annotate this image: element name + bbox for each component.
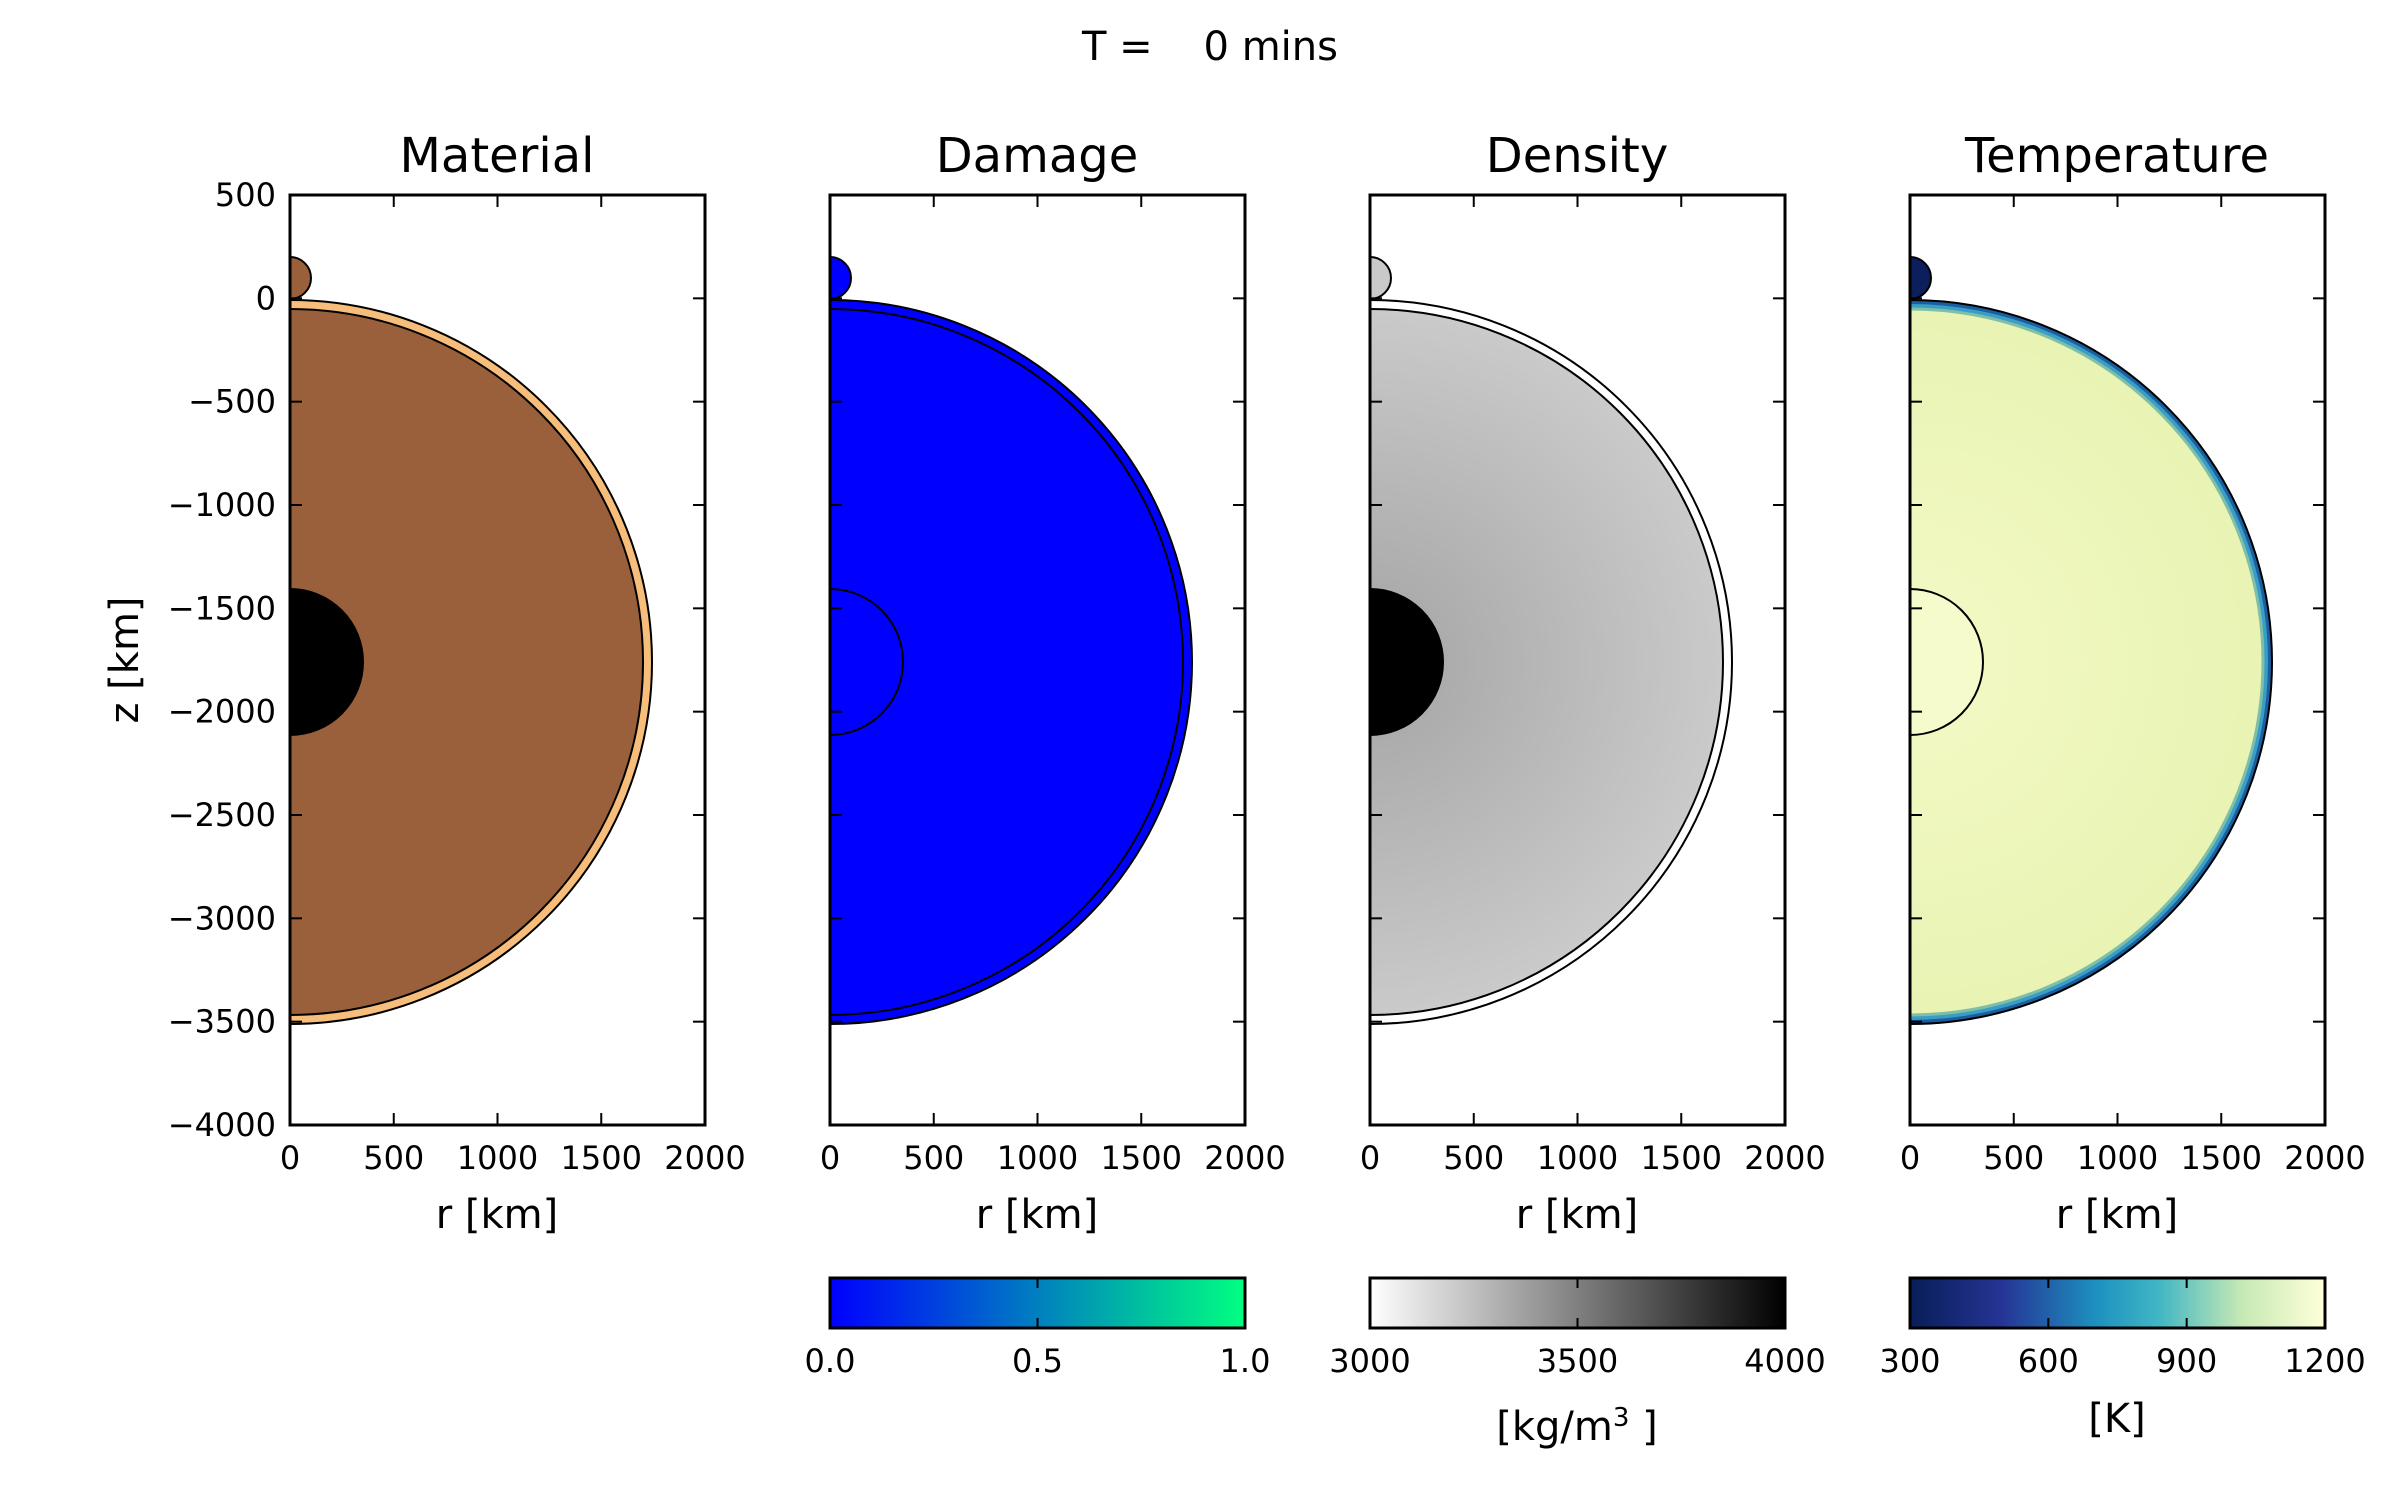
x-axis-label-material: r [km] — [436, 1192, 559, 1238]
panel-damage: Damage 0 500 1000 1500 2000 r [km] 0.0 0.5 1.0 — [805, 128, 1286, 1380]
x-ticks-material: 0 500 1000 1500 2000 — [280, 195, 746, 1177]
colorbar-label-density: [kg/m3 ] — [1496, 1403, 1657, 1450]
y-axis-label: z [km] — [102, 596, 148, 723]
colorbar-tick-label: 300 — [1879, 1342, 1940, 1380]
y-ticks-temperature — [1910, 194, 2325, 1126]
x-tick-label: 1500 — [1641, 1139, 1722, 1177]
x-tick-label: 500 — [1443, 1139, 1504, 1177]
panel-title-density: Density — [1486, 128, 1668, 184]
density-mantle — [1370, 308, 1724, 1016]
y-ticks-material: 500 0 −500 −1000 −1500 −2000 −2500 −3000 −3500 −4… — [168, 176, 705, 1144]
colorbar-label-temperature: [K] — [2088, 1396, 2145, 1442]
y-tick-label: −4000 — [168, 1106, 276, 1144]
colorbar-ticks-temperature: 300 600 900 1200 — [1879, 1278, 2366, 1380]
y-tick-label: −500 — [188, 383, 276, 421]
y-tick-label: −3500 — [168, 1003, 276, 1041]
damage-field — [830, 256, 1193, 1025]
colorbar-tick-label: 0.0 — [805, 1342, 856, 1380]
panel-density: Density 0 500 1000 1500 2000 r [km] 3000 3500… — [1329, 128, 1826, 1450]
x-axis-label-density: r [km] — [1516, 1192, 1639, 1238]
x-tick-label: 2000 — [1744, 1139, 1825, 1177]
y-tick-label: 0 — [256, 279, 276, 317]
material-core — [290, 588, 364, 736]
x-tick-label: 1000 — [1537, 1139, 1618, 1177]
y-tick-label: −1500 — [168, 589, 276, 627]
colorbar-tick-label: 0.5 — [1012, 1342, 1063, 1380]
damage-core-boundary — [830, 588, 904, 736]
y-tick-label: −3000 — [168, 899, 276, 937]
figure-title: T = 0 mins — [1081, 24, 1338, 70]
x-tick-label: 0 — [1900, 1139, 1920, 1177]
x-ticks-damage: 0 500 1000 1500 2000 — [820, 195, 1286, 1177]
colorbar-tick-label: 1200 — [2284, 1342, 2365, 1380]
y-ticks-density — [1370, 194, 1785, 1126]
colorbar-tick-label: 3500 — [1537, 1342, 1618, 1380]
temperature-impactor — [1910, 256, 1932, 300]
y-tick-label: 500 — [215, 176, 276, 214]
x-tick-label: 0 — [820, 1139, 840, 1177]
x-tick-label: 2000 — [1204, 1139, 1285, 1177]
x-tick-label: 2000 — [664, 1139, 745, 1177]
x-tick-label: 0 — [280, 1139, 300, 1177]
panel-title-temperature: Temperature — [1964, 128, 2269, 184]
damage-impactor — [830, 256, 852, 300]
colorbar-tick-label: 1.0 — [1220, 1342, 1271, 1380]
x-axis-label-temperature: r [km] — [2056, 1192, 2179, 1238]
material-field — [290, 256, 653, 1025]
x-tick-label: 0 — [1360, 1139, 1380, 1177]
colorbar-tick-label: 3000 — [1329, 1342, 1410, 1380]
x-ticks-temperature: 0 500 1000 1500 2000 — [1900, 195, 2366, 1177]
panel-material: Material 0 500 1000 1500 2000 500 0 −500 −1000 −… — [102, 128, 746, 1238]
temperature-interior — [1910, 307, 2265, 1017]
colorbar-tick-label: 4000 — [1744, 1342, 1825, 1380]
x-tick-label: 500 — [363, 1139, 424, 1177]
colorbar-label-density-end: ] — [1629, 1404, 1657, 1450]
y-tick-label: −1000 — [168, 486, 276, 524]
x-axis-label-damage: r [km] — [976, 1192, 1099, 1238]
temperature-core — [1910, 588, 1984, 736]
x-tick-label: 2000 — [2284, 1139, 2365, 1177]
material-impactor — [290, 256, 312, 300]
colorbar-label-density-sup: 3 — [1613, 1403, 1630, 1433]
y-ticks-damage — [830, 194, 1245, 1126]
x-tick-label: 1500 — [2181, 1139, 2262, 1177]
panel-temperature: Temperature 0 500 1000 1500 2000 r [km] 300 6… — [1879, 128, 2366, 1442]
density-field — [1370, 256, 1733, 1025]
x-tick-label: 1500 — [1101, 1139, 1182, 1177]
colorbar-ticks-damage: 0.0 0.5 1.0 — [805, 1278, 1271, 1380]
colorbar-tick-label: 900 — [2156, 1342, 2217, 1380]
colorbar-temperature — [1908, 1276, 2327, 1330]
x-tick-label: 500 — [1983, 1139, 2044, 1177]
panel-title-damage: Damage — [936, 128, 1139, 184]
x-tick-label: 1000 — [457, 1139, 538, 1177]
y-tick-label: −2500 — [168, 796, 276, 834]
damage-crust-boundary — [830, 308, 1184, 1016]
x-tick-label: 1000 — [997, 1139, 1078, 1177]
material-mantle — [290, 308, 644, 1016]
density-core — [1370, 588, 1444, 736]
panel-title-material: Material — [400, 128, 595, 184]
temperature-field — [1910, 256, 2273, 1025]
damage-body-outer — [830, 299, 1193, 1025]
y-tick-label: −2000 — [168, 693, 276, 731]
x-tick-label: 1000 — [2077, 1139, 2158, 1177]
colorbar-tick-label: 600 — [2018, 1342, 2079, 1380]
x-tick-label: 500 — [903, 1139, 964, 1177]
x-ticks-density: 0 500 1000 1500 2000 — [1360, 195, 1826, 1177]
colorbar-ticks-density: 3000 3500 4000 — [1329, 1278, 1826, 1380]
density-impactor — [1370, 256, 1392, 300]
x-tick-label: 1500 — [561, 1139, 642, 1177]
colorbar-label-density-main: [kg/m — [1496, 1404, 1613, 1450]
